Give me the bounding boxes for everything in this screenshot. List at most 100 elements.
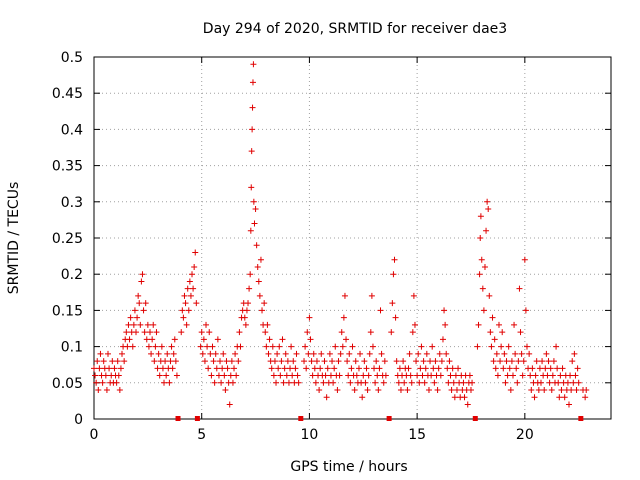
zero-markers — [175, 416, 584, 421]
data-point — [273, 379, 280, 386]
zero-marker — [194, 416, 200, 421]
data-point — [515, 358, 522, 365]
data-point — [536, 365, 543, 372]
data-point — [155, 350, 162, 357]
data-point — [554, 365, 561, 372]
data-point — [130, 321, 137, 328]
data-point — [331, 365, 338, 372]
data-point — [335, 358, 342, 365]
y-tick-label: 0.4 — [61, 122, 83, 138]
data-point — [219, 365, 226, 372]
data-point — [312, 379, 319, 386]
zero-marker — [578, 416, 584, 421]
data-point — [332, 343, 339, 350]
data-point — [392, 314, 399, 321]
data-point — [523, 343, 530, 350]
data-point — [143, 336, 150, 343]
data-point — [503, 358, 510, 365]
x-tick-label: 20 — [516, 427, 534, 443]
data-point — [355, 365, 362, 372]
data-point — [493, 350, 500, 357]
data-point — [346, 350, 353, 357]
data-point — [349, 343, 356, 350]
data-point — [115, 372, 122, 379]
data-point — [184, 285, 191, 292]
data-point — [274, 350, 281, 357]
data-point — [425, 387, 432, 394]
data-point — [571, 350, 578, 357]
data-point — [483, 227, 490, 234]
x-tick-label: 0 — [90, 427, 99, 443]
zero-marker — [472, 416, 478, 421]
data-point — [153, 329, 160, 336]
data-point — [546, 379, 553, 386]
data-point — [488, 343, 495, 350]
data-point — [178, 329, 185, 336]
data-point — [537, 379, 544, 386]
data-point — [368, 292, 375, 299]
data-point — [557, 372, 564, 379]
data-point — [366, 350, 373, 357]
data-point — [550, 358, 557, 365]
data-point — [545, 358, 552, 365]
data-point — [395, 379, 402, 386]
data-point — [301, 358, 308, 365]
data-point — [373, 358, 380, 365]
data-point — [405, 365, 412, 372]
data-point — [413, 358, 420, 365]
data-point — [208, 372, 215, 379]
data-point — [502, 379, 509, 386]
data-point — [423, 350, 430, 357]
data-point — [275, 365, 282, 372]
data-point — [481, 263, 488, 270]
data-point — [135, 292, 142, 299]
data-point — [429, 343, 436, 350]
data-point — [259, 307, 266, 314]
data-point — [183, 321, 190, 328]
x-tick-labels: 0 5 10 15 20 — [90, 427, 534, 443]
data-point — [416, 379, 423, 386]
data-point — [442, 321, 449, 328]
data-point — [243, 307, 250, 314]
data-point — [555, 379, 562, 386]
data-point — [506, 365, 513, 372]
data-point — [449, 365, 456, 372]
data-point — [380, 379, 387, 386]
data-point — [382, 372, 389, 379]
data-point — [417, 365, 424, 372]
data-point — [469, 379, 476, 386]
data-point — [227, 372, 234, 379]
data-point — [97, 350, 104, 357]
data-point — [250, 61, 257, 68]
data-point — [336, 372, 343, 379]
data-point — [365, 372, 372, 379]
data-point — [210, 358, 217, 365]
data-point — [228, 358, 235, 365]
data-point — [505, 343, 512, 350]
data-point — [570, 379, 577, 386]
x-axis-label: GPS time / hours — [290, 459, 407, 475]
data-point — [390, 271, 397, 278]
data-point — [360, 372, 367, 379]
data-point — [187, 292, 194, 299]
data-point — [357, 350, 364, 357]
data-point — [287, 365, 294, 372]
data-point — [435, 365, 442, 372]
data-point — [414, 372, 421, 379]
data-point — [326, 350, 333, 357]
data-point — [422, 365, 429, 372]
data-point — [548, 387, 555, 394]
data-point — [364, 387, 371, 394]
data-point — [514, 379, 521, 386]
data-point — [480, 307, 487, 314]
data-point — [161, 379, 168, 386]
data-point — [508, 358, 515, 365]
data-point — [439, 336, 446, 343]
data-point — [549, 372, 556, 379]
data-point — [154, 365, 161, 372]
data-point — [495, 321, 502, 328]
data-point — [197, 343, 204, 350]
data-point — [461, 394, 468, 401]
data-point — [477, 213, 484, 220]
